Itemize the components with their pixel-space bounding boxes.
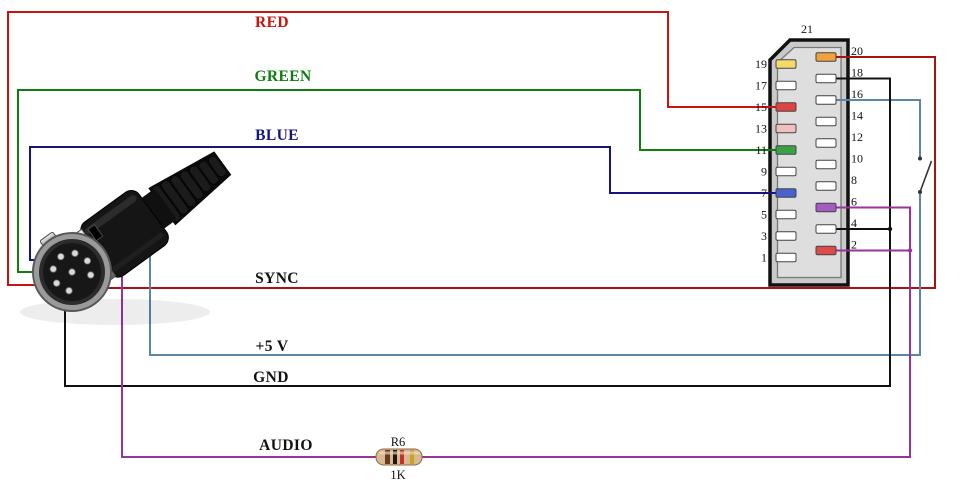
scart-pin-label-1: 1	[761, 251, 767, 265]
din-pin	[49, 265, 57, 273]
scart-shell-label: 21	[801, 22, 813, 36]
wire-label-audio: AUDIO	[259, 437, 313, 454]
scart-pin-1	[775, 252, 797, 263]
scart-pin-2	[815, 245, 837, 256]
scart-pin-label-2: 2	[851, 238, 857, 252]
wire-label-sync: SYNC	[255, 270, 299, 287]
scart-pin-18	[815, 73, 837, 84]
scart-pin-label-9: 9	[761, 165, 767, 179]
din-pin	[71, 249, 79, 257]
din-pin	[83, 257, 91, 265]
scart-pin-label-5: 5	[761, 208, 767, 222]
scart-pin-label-10: 10	[851, 152, 863, 166]
din-pin	[65, 287, 73, 295]
scart-pin-10	[815, 159, 837, 170]
din-pins	[49, 249, 95, 295]
wire-label-red: RED	[255, 14, 289, 31]
wire-plus5v	[149, 99, 921, 356]
scart-pin-label-3: 3	[761, 229, 767, 243]
scart-pin-14	[815, 116, 837, 127]
scart-pin-12	[815, 138, 837, 148]
scart-pin-3	[775, 231, 797, 241]
scart-pin-label-7: 7	[761, 186, 767, 200]
scart-pins: 19 17 15 13 11 9 7 5 3 1 20 18 16 14 12 10 8 6 4 2	[755, 44, 863, 265]
wire-label-blue: BLUE	[255, 127, 299, 144]
din-body-sheen	[112, 232, 164, 272]
scart-pin-label-18: 18	[851, 66, 863, 80]
gnd-junction-dot	[887, 226, 893, 232]
scart-pin-6	[815, 202, 837, 213]
din-pin	[57, 253, 65, 261]
wire-green	[17, 89, 786, 273]
blanking-switch	[918, 156, 933, 194]
scart-pin-label-20: 20	[851, 44, 863, 58]
scart-pin-8	[815, 181, 837, 191]
scart-pin-label-19: 19	[755, 57, 767, 71]
din-pin	[53, 279, 61, 287]
scart-pin-label-14: 14	[851, 109, 863, 123]
resistor-designator-label: R6	[391, 435, 406, 449]
switch-contact-top	[918, 156, 922, 161]
scart-pin-label-11: 11	[755, 143, 767, 157]
din-pin	[87, 271, 95, 279]
scart-pin-label-6: 6	[851, 195, 857, 209]
switch-lever	[919, 160, 933, 193]
resistor-highlight	[379, 451, 420, 455]
resistor-body	[375, 448, 423, 466]
scart-pin-11	[775, 145, 797, 155]
wires	[7, 11, 936, 458]
scart-pin-label-16: 16	[851, 87, 863, 101]
scart-pin-7	[775, 188, 797, 198]
scart-pin-9	[775, 166, 797, 177]
scart-pin-19	[775, 59, 797, 69]
resistor-band-2	[393, 450, 397, 464]
resistor-value-label: 1K	[390, 468, 405, 482]
scart-pin-20	[815, 52, 837, 62]
resistor-band-4	[410, 450, 414, 464]
wire-label-gnd: GND	[253, 369, 289, 386]
wire-labels: RED GREEN BLUE SYNC +5 V GND AUDIO R6 1K	[253, 14, 405, 482]
din-connector	[31, 151, 232, 312]
scart-pin-label-12: 12	[851, 130, 863, 144]
wire-gnd	[64, 77, 891, 387]
din-boot-ribs	[151, 155, 227, 222]
audio-junction-dot	[907, 248, 913, 253]
scart-pin-4	[815, 224, 837, 234]
scart-pin-label-15: 15	[755, 100, 767, 114]
scart-pin-5	[775, 209, 797, 220]
din-pin	[68, 268, 76, 276]
scart-pin-15	[775, 102, 797, 112]
scart-pin-13	[775, 123, 797, 134]
wire-audio	[121, 206, 911, 458]
din-latch-slot	[87, 224, 104, 242]
wire-sync	[60, 56, 936, 289]
din-neck	[138, 189, 176, 231]
wire-label-plus5v: +5 V	[256, 338, 289, 355]
wire-red	[7, 11, 786, 286]
wire-label-green: GREEN	[254, 68, 311, 85]
resistor	[375, 448, 423, 466]
scart-pin-16	[815, 95, 837, 105]
resistor-band-3	[400, 450, 404, 464]
scart-pin-label-17: 17	[755, 79, 767, 93]
scart-pin-17	[775, 80, 797, 91]
din-body-highlight	[85, 195, 137, 235]
resistor-band-1	[385, 450, 390, 464]
scart-pin-label-13: 13	[755, 122, 767, 136]
scart-pin-label-4: 4	[851, 216, 857, 230]
switch-contact-bottom	[918, 190, 922, 194]
scart-pin-label-8: 8	[851, 173, 857, 187]
